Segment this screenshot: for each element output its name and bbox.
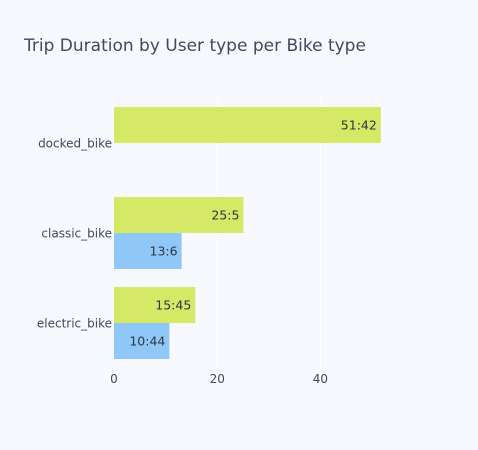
y-tick-label-docked_bike: docked_bike: [38, 137, 112, 151]
data-label-classic_bike-series-1: 13:6: [150, 244, 178, 259]
data-label-docked_bike-series-0: 51:42: [341, 118, 377, 133]
data-labels: 51:42 25:5 13:6 15:45 10:44: [129, 118, 376, 349]
bar-docked_bike-series-0[interactable]: [114, 107, 381, 143]
y-axis-tick-labels: docked_bike classic_bike electric_bike: [37, 137, 112, 331]
bars: [114, 107, 381, 359]
bar-electric_bike-series-1[interactable]: [114, 323, 170, 359]
chart-title: Trip Duration by User type per Bike type: [23, 36, 366, 56]
data-label-classic_bike-series-0: 25:5: [211, 208, 239, 223]
bar-classic_bike-series-0[interactable]: [114, 197, 244, 233]
x-tick-label-1: 20: [210, 372, 225, 386]
bar-electric_bike-series-0[interactable]: [114, 287, 196, 323]
data-label-electric_bike-series-0: 15:45: [155, 298, 191, 313]
bar-classic_bike-series-1[interactable]: [114, 233, 182, 269]
y-tick-label-electric_bike: electric_bike: [37, 317, 112, 331]
x-tick-label-2: 40: [313, 372, 328, 386]
data-label-electric_bike-series-1: 10:44: [129, 334, 165, 349]
x-tick-label-0: 0: [110, 372, 118, 386]
y-tick-label-classic_bike: classic_bike: [41, 227, 112, 241]
x-axis-tick-labels: 0 20 40: [110, 372, 328, 386]
